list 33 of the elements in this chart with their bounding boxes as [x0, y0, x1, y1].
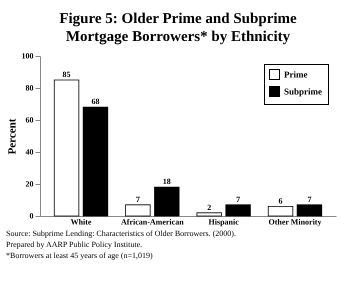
data-label: 68 — [91, 97, 100, 106]
x-tick-label: African-American — [121, 218, 184, 226]
y-tick-label: 80 — [26, 84, 34, 92]
data-label: 7 — [307, 194, 312, 204]
y-tick-label: 100 — [22, 52, 34, 60]
bar — [225, 204, 251, 216]
data-label: 85 — [62, 70, 71, 79]
bar — [268, 206, 294, 216]
y-axis-title: Percent — [6, 118, 18, 154]
y-tick-label: 60 — [26, 116, 34, 124]
bar — [125, 204, 151, 216]
legend-label: Prime — [284, 70, 308, 80]
source-note: Source: Subprime Lending: Characteristics of Older Borrowers. (2000). — [6, 228, 237, 239]
data-label: 6 — [278, 196, 283, 206]
data-label: 7 — [236, 194, 240, 204]
legend-label: Subprime — [284, 86, 322, 96]
y-tick-label: 20 — [26, 180, 34, 188]
chart-title: Figure 5: Older Prime and Subprime Mortgage Borrowers* by Ethnicity — [58, 10, 298, 46]
bar — [82, 106, 108, 216]
bar — [54, 80, 80, 216]
bar — [196, 212, 222, 216]
bar — [154, 186, 180, 216]
data-label: 18 — [162, 177, 171, 186]
x-tick-label: White — [70, 218, 92, 226]
text: *Borrowers at least 45 years of age (n=1,019) — [6, 250, 154, 261]
y-tick-label: 40 — [26, 148, 34, 156]
data-label: 2 — [207, 202, 212, 212]
x-tick-label: Hispanic — [208, 218, 240, 226]
data-label: 7 — [136, 194, 140, 204]
x-tick-label: Other Minority — [268, 218, 322, 226]
text: Prepared by AARP Public Policy Institute. — [6, 239, 144, 250]
bar — [296, 204, 322, 216]
y-tick-label: 0 — [30, 212, 34, 220]
